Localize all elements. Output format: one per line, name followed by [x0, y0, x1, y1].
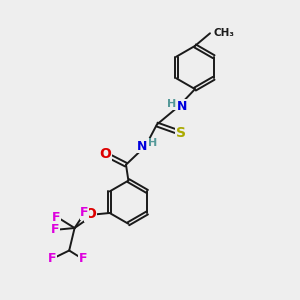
Text: F: F — [48, 252, 56, 265]
Text: F: F — [79, 252, 88, 265]
Text: N: N — [137, 140, 147, 153]
Text: H: H — [148, 138, 158, 148]
Text: F: F — [80, 206, 89, 219]
Text: S: S — [176, 126, 186, 140]
Text: O: O — [84, 208, 96, 221]
Text: CH₃: CH₃ — [214, 28, 235, 38]
Text: N: N — [177, 100, 187, 113]
Text: F: F — [51, 223, 60, 236]
Text: H: H — [167, 99, 176, 109]
Text: F: F — [52, 211, 61, 224]
Text: O: O — [99, 147, 111, 161]
